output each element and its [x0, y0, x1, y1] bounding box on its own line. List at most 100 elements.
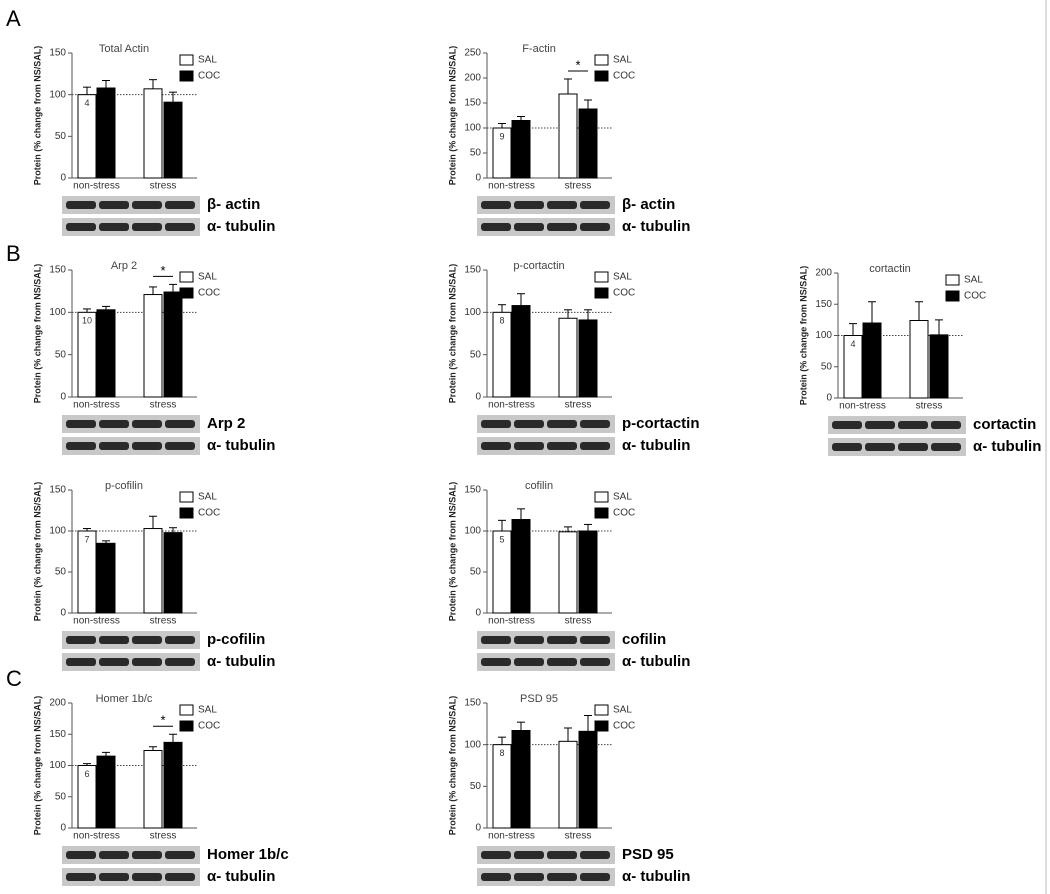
y-tick-label: 150	[464, 98, 481, 109]
bar	[96, 87, 116, 179]
bar	[77, 765, 97, 829]
y-tick-label: 100	[464, 307, 481, 318]
legend-label: COC	[613, 71, 635, 82]
bar	[578, 730, 598, 829]
legend-label: SAL	[964, 275, 983, 286]
y-tick-label: 0	[60, 823, 66, 834]
blot-band	[931, 421, 961, 429]
chart-title: p-cortactin	[513, 260, 564, 272]
y-axis-label: Protein (% change from NS/SAL)	[447, 264, 457, 404]
bar	[578, 319, 598, 398]
y-tick-label: 250	[464, 48, 481, 59]
bar	[558, 531, 578, 614]
x-tick-label: stress	[150, 181, 177, 192]
blot-band	[165, 636, 195, 644]
y-tick-label: 50	[470, 349, 482, 360]
bar	[492, 744, 512, 829]
blot	[477, 415, 615, 433]
y-tick-label: 100	[49, 89, 66, 100]
blot-band	[481, 420, 511, 428]
y-tick-label: 50	[55, 349, 67, 360]
bar	[492, 530, 512, 614]
bar	[843, 335, 863, 399]
bar	[143, 528, 163, 614]
blot	[62, 868, 200, 886]
blot-label: α- tubulin	[622, 868, 690, 885]
legend-label: SAL	[198, 492, 217, 503]
blot-band	[547, 636, 577, 644]
blot-band	[481, 851, 511, 859]
blot-band	[547, 658, 577, 666]
legend-swatch	[179, 287, 194, 299]
legend-swatch	[594, 54, 609, 66]
y-tick-label: 100	[49, 307, 66, 318]
bar	[558, 93, 578, 179]
y-tick-label: 100	[49, 760, 66, 771]
blot-label: α- tubulin	[622, 218, 690, 235]
legend-label: COC	[613, 508, 635, 519]
legend-label: COC	[613, 288, 635, 299]
blot	[828, 438, 966, 456]
x-tick-label: stress	[150, 831, 177, 842]
y-tick-label: 200	[815, 268, 832, 279]
bar	[163, 741, 183, 829]
blot-band	[165, 420, 195, 428]
blot-band	[580, 442, 610, 450]
blot-band	[514, 223, 544, 231]
y-tick-label: 50	[470, 567, 482, 578]
y-tick-label: 200	[464, 73, 481, 84]
blot-band	[832, 443, 862, 451]
blot-band	[132, 442, 162, 450]
bar	[143, 88, 163, 179]
significance-label: *	[575, 57, 580, 72]
blot-band	[514, 420, 544, 428]
blot-band	[132, 201, 162, 209]
blot-band	[514, 201, 544, 209]
legend-label: COC	[198, 71, 220, 82]
blot-band	[99, 636, 129, 644]
y-tick-label: 0	[475, 608, 481, 619]
bar	[511, 120, 531, 179]
x-tick-label: stress	[150, 616, 177, 627]
legend-swatch	[179, 70, 194, 82]
bar	[163, 291, 183, 398]
x-tick-label: non-stress	[73, 616, 120, 627]
n-label: 8	[499, 316, 504, 326]
legend-label: COC	[198, 288, 220, 299]
bar	[578, 530, 598, 614]
blot-label: α- tubulin	[622, 653, 690, 670]
blot-band	[580, 223, 610, 231]
y-tick-label: 100	[464, 739, 481, 750]
bar	[862, 322, 882, 399]
bar	[96, 542, 116, 614]
n-label: 7	[84, 534, 89, 544]
blot-band	[66, 658, 96, 666]
blot-band	[514, 442, 544, 450]
blot	[477, 868, 615, 886]
significance-label: *	[160, 263, 165, 278]
legend-swatch	[945, 274, 960, 286]
y-tick-label: 150	[464, 698, 481, 709]
y-tick-label: 100	[815, 330, 832, 341]
chart-title: Total Actin	[99, 43, 149, 55]
blot-band	[865, 421, 895, 429]
blot-band	[66, 851, 96, 859]
y-tick-label: 150	[464, 485, 481, 496]
legend-swatch	[594, 720, 609, 732]
blot-label: Homer 1b/c	[207, 846, 289, 863]
legend-swatch	[594, 507, 609, 519]
legend-label: COC	[613, 721, 635, 732]
bar	[77, 94, 97, 179]
blot-band	[481, 636, 511, 644]
blot-band	[481, 223, 511, 231]
y-tick-label: 50	[821, 361, 833, 372]
legend-swatch	[945, 290, 960, 302]
legend-swatch	[179, 704, 194, 716]
blot-band	[132, 851, 162, 859]
blot-band	[165, 873, 195, 881]
y-tick-label: 100	[464, 123, 481, 134]
blot-band	[165, 442, 195, 450]
blot-label: α- tubulin	[622, 437, 690, 454]
blot-label: α- tubulin	[207, 437, 275, 454]
blot-band	[514, 873, 544, 881]
